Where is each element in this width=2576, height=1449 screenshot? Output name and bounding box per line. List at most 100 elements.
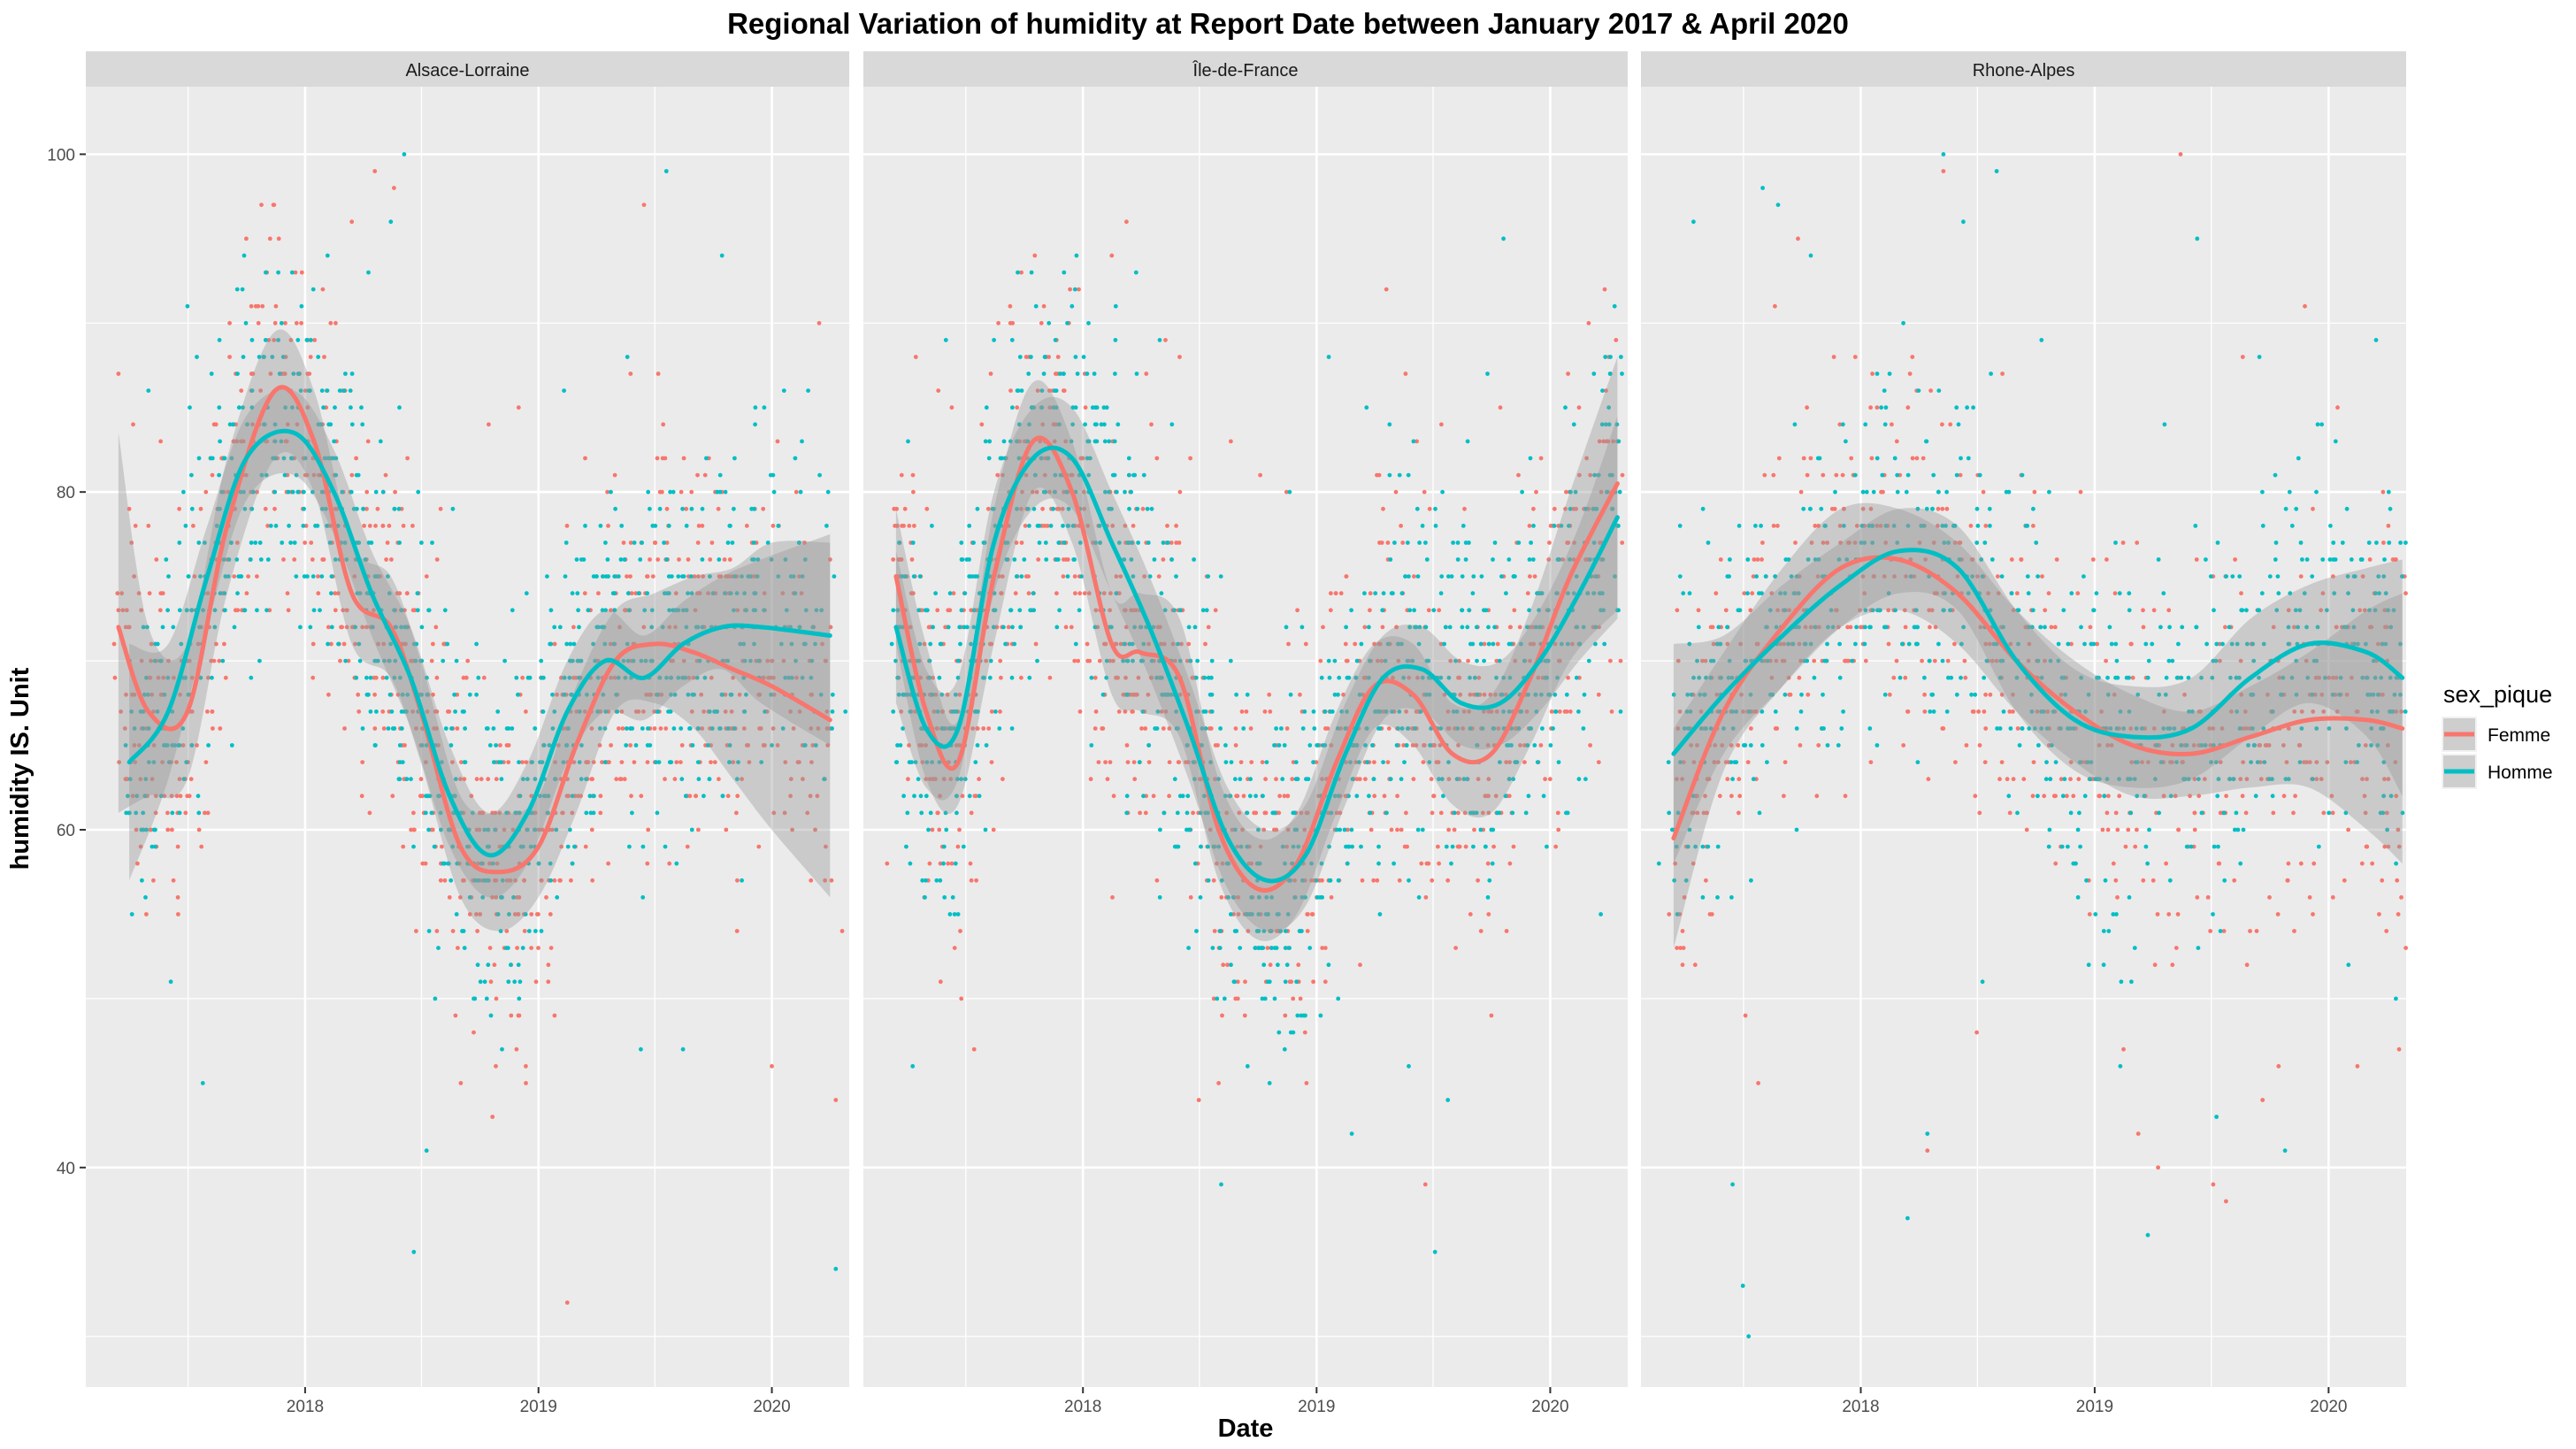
data-point	[425, 692, 430, 697]
data-point	[596, 591, 601, 596]
data-point	[1549, 709, 1554, 714]
data-point	[566, 726, 571, 731]
data-point	[148, 675, 153, 680]
data-point	[497, 844, 502, 849]
data-point	[2007, 810, 2012, 816]
data-point	[450, 844, 456, 849]
data-point	[249, 540, 254, 545]
data-point	[928, 641, 933, 647]
data-point	[242, 489, 246, 494]
data-point	[1344, 625, 1348, 630]
data-point	[1342, 827, 1347, 832]
data-point	[594, 574, 599, 579]
data-point	[545, 574, 549, 579]
data-point	[1143, 810, 1148, 816]
data-point	[1076, 658, 1081, 663]
data-point	[520, 844, 525, 849]
data-point	[923, 895, 927, 900]
data-point	[1598, 489, 1604, 494]
data-point	[1039, 320, 1044, 326]
data-point	[618, 557, 624, 562]
data-point	[1376, 844, 1381, 849]
data-point	[1816, 743, 1821, 748]
data-point	[1528, 658, 1532, 663]
data-point	[1574, 675, 1579, 680]
data-point	[1248, 777, 1253, 782]
data-point	[744, 692, 748, 697]
data-point	[360, 726, 365, 731]
data-point	[967, 557, 971, 562]
data-point	[1209, 658, 1215, 663]
data-point	[815, 794, 820, 799]
data-point	[638, 557, 643, 562]
data-point	[1047, 489, 1052, 494]
data-point	[1127, 506, 1131, 511]
data-point	[539, 929, 544, 933]
data-point	[1238, 777, 1243, 782]
data-point	[235, 591, 240, 596]
data-point	[453, 709, 457, 714]
data-point	[1234, 794, 1238, 799]
data-point	[958, 641, 962, 647]
data-point	[1546, 557, 1552, 562]
data-point	[995, 472, 1000, 478]
data-point	[1012, 641, 1017, 647]
data-point	[423, 861, 428, 866]
data-point	[889, 641, 894, 647]
data-point	[1172, 658, 1177, 663]
data-point	[1215, 996, 1220, 1001]
data-point	[1407, 608, 1413, 613]
data-point	[616, 675, 621, 680]
data-point	[2395, 878, 2400, 883]
data-point	[1277, 794, 1282, 799]
data-point	[1443, 625, 1448, 630]
data-point	[790, 827, 794, 832]
data-point	[1417, 540, 1422, 545]
data-point	[1061, 574, 1066, 579]
data-point	[1031, 591, 1036, 596]
data-point	[147, 760, 151, 764]
data-point	[472, 996, 476, 1001]
data-point	[429, 810, 434, 816]
data-point	[1249, 861, 1254, 866]
data-point	[279, 320, 284, 326]
data-point	[2192, 827, 2197, 832]
x-tick-label: 2020	[1531, 1398, 1568, 1416]
data-point	[2040, 574, 2044, 579]
data-point	[364, 675, 369, 680]
data-point	[392, 186, 396, 190]
data-point	[122, 726, 127, 731]
data-point	[2123, 844, 2128, 849]
data-point	[731, 760, 736, 764]
data-point	[1009, 675, 1015, 680]
data-point	[1260, 760, 1265, 764]
data-point	[696, 524, 702, 528]
data-point	[595, 709, 600, 714]
data-point	[1675, 608, 1680, 613]
data-point	[664, 675, 669, 680]
data-point	[189, 743, 195, 748]
data-point	[165, 743, 170, 748]
data-point	[645, 861, 650, 866]
data-point	[891, 709, 896, 714]
data-point	[264, 270, 268, 275]
data-point	[218, 439, 223, 444]
data-point	[702, 675, 708, 680]
data-point	[1422, 489, 1427, 494]
data-point	[562, 675, 567, 680]
data-point	[942, 895, 947, 900]
data-point	[499, 760, 503, 764]
data-point	[456, 946, 460, 950]
data-point	[1113, 303, 1118, 309]
data-point	[1451, 540, 1455, 545]
data-point	[2174, 946, 2179, 950]
data-point	[1531, 641, 1536, 647]
data-point	[1158, 625, 1162, 630]
data-point	[636, 591, 641, 596]
data-point	[1762, 472, 1767, 478]
data-point	[825, 743, 831, 748]
data-point	[1381, 709, 1386, 714]
data-point	[340, 489, 345, 494]
data-point	[924, 760, 930, 764]
data-point	[369, 540, 374, 545]
